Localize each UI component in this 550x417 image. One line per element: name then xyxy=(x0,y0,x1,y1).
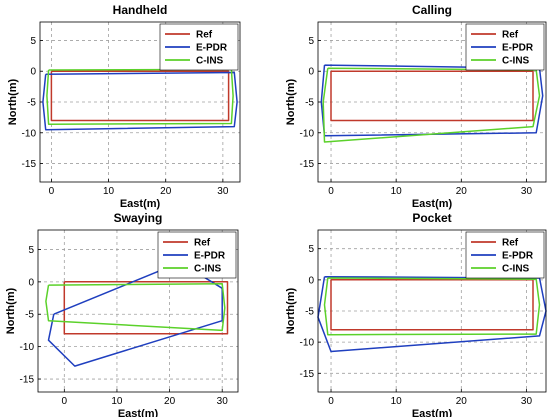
x-tick-label: 20 xyxy=(456,396,468,407)
y-tick-label: -10 xyxy=(300,338,315,349)
series-line-cins xyxy=(323,277,541,336)
legend: Ref E-PDR C-INS xyxy=(159,23,239,71)
chart-title: Calling xyxy=(412,3,452,17)
x-axis-label: East(m) xyxy=(120,198,161,210)
chart-title: Swaying xyxy=(114,211,163,225)
y-axis-label: North(m) xyxy=(5,287,17,334)
chart-panel-3: 0 10 20 30 5 0 -5 -10 -15 Swaying East(m) North(m) R… xyxy=(5,211,239,417)
y-axis-label: North(m) xyxy=(7,78,19,125)
chart-title: Handheld xyxy=(113,3,168,17)
y-tick-label: 0 xyxy=(30,67,36,78)
legend-label-cins: C-INS xyxy=(502,56,530,67)
y-tick-label: 5 xyxy=(308,36,314,47)
y-tick-label: -5 xyxy=(305,307,314,318)
x-tick-label: 0 xyxy=(49,186,55,197)
legend-label-ref: Ref xyxy=(194,238,211,249)
legend-label-cins: C-INS xyxy=(196,56,224,67)
y-tick-label: -15 xyxy=(22,159,37,170)
x-tick-label: 20 xyxy=(164,396,176,407)
legend-label-epdr: E-PDR xyxy=(194,251,226,262)
legend-label-ref: Ref xyxy=(502,30,519,41)
y-tick-label: -5 xyxy=(305,98,314,109)
y-tick-label: -10 xyxy=(22,128,37,139)
series-line-ref xyxy=(50,70,230,122)
legend-label-epdr: E-PDR xyxy=(502,43,534,54)
x-tick-label: 10 xyxy=(103,186,115,197)
y-axis-label: North(m) xyxy=(285,78,297,125)
y-tick-label: -10 xyxy=(300,128,315,139)
x-tick-label: 30 xyxy=(217,186,229,197)
y-tick-label: 0 xyxy=(308,275,314,286)
x-tick-label: 30 xyxy=(217,396,229,407)
chart-panel-4: 0 10 20 30 5 0 -5 -10 -15 Pocket East(m) North(m) Re… xyxy=(285,211,547,417)
y-axis-label: North(m) xyxy=(285,287,297,334)
y-tick-label: -5 xyxy=(25,310,34,321)
y-tick-label: 5 xyxy=(28,245,34,256)
x-tick-label: 30 xyxy=(521,186,533,197)
y-tick-label: -5 xyxy=(27,98,36,109)
x-tick-label: 0 xyxy=(328,396,334,407)
series-line-ref xyxy=(63,281,229,335)
axes-frame xyxy=(317,21,547,183)
legend: Ref E-PDR C-INS xyxy=(465,231,545,279)
x-tick-label: 30 xyxy=(521,396,533,407)
y-tick-label: -15 xyxy=(300,159,315,170)
x-tick-label: 20 xyxy=(160,186,172,197)
y-tick-label: -15 xyxy=(20,375,35,386)
chart-title: Pocket xyxy=(412,211,451,225)
x-axis-label: East(m) xyxy=(118,408,159,417)
chart-panel-1: 0 10 20 30 5 0 -5 -10 -15 Handheld East(m) North(m)… xyxy=(7,3,241,210)
legend-label-cins: C-INS xyxy=(194,264,222,275)
y-tick-label: 5 xyxy=(308,244,314,255)
x-tick-label: 10 xyxy=(391,396,403,407)
series-line-ref xyxy=(330,70,534,122)
series-line-cins xyxy=(45,283,226,332)
x-tick-label: 10 xyxy=(111,396,123,407)
chart-panel-2: 0 10 20 30 5 0 -5 -10 -15 Calling East(m) North(m) R… xyxy=(285,3,547,210)
y-tick-label: 0 xyxy=(308,67,314,78)
legend-label-epdr: E-PDR xyxy=(196,43,228,54)
legend-label-epdr: E-PDR xyxy=(502,251,534,262)
axes-frame xyxy=(37,229,239,393)
x-axis-label: East(m) xyxy=(412,198,453,210)
legend: Ref E-PDR C-INS xyxy=(157,231,237,279)
y-tick-label: 5 xyxy=(30,36,36,47)
x-tick-label: 20 xyxy=(456,186,468,197)
legend: Ref E-PDR C-INS xyxy=(465,23,545,71)
legend-label-ref: Ref xyxy=(502,238,519,249)
series-line-ref xyxy=(330,279,534,331)
y-tick-label: -10 xyxy=(20,342,35,353)
x-tick-label: 10 xyxy=(391,186,403,197)
series-line-epdr xyxy=(42,71,238,131)
axes-frame xyxy=(317,229,547,393)
legend-label-cins: C-INS xyxy=(502,264,530,275)
axes-frame xyxy=(39,21,241,183)
y-tick-label: -15 xyxy=(300,369,315,380)
legend-label-ref: Ref xyxy=(196,30,213,41)
x-tick-label: 0 xyxy=(62,396,68,407)
x-tick-label: 0 xyxy=(328,186,334,197)
y-tick-label: 0 xyxy=(28,277,34,288)
x-axis-label: East(m) xyxy=(412,408,453,417)
